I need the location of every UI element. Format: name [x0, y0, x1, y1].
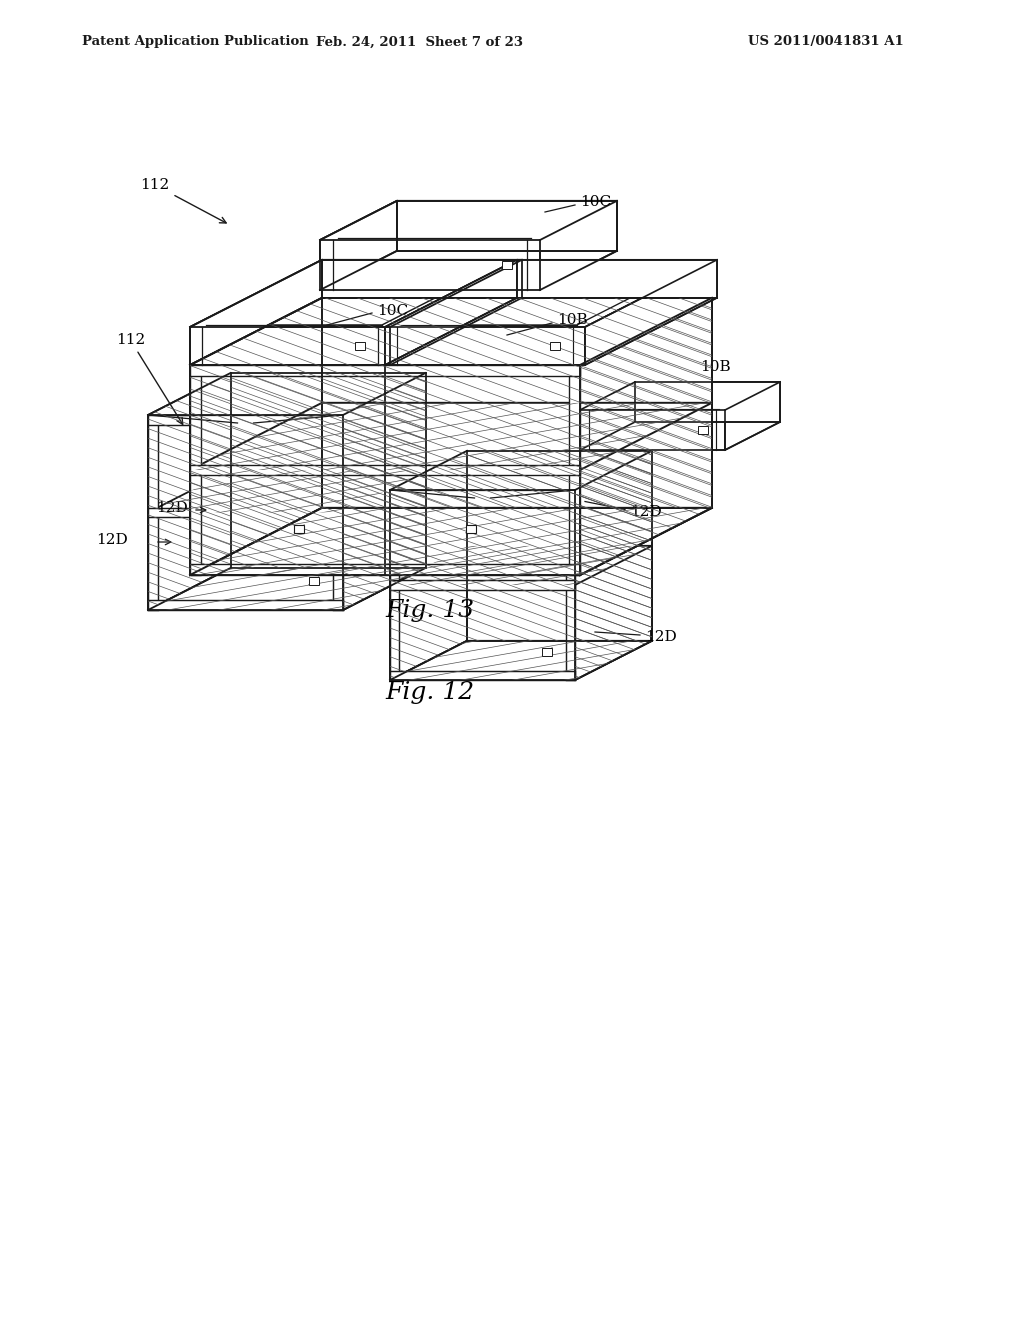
- Bar: [355, 342, 365, 350]
- Bar: [502, 261, 512, 269]
- Bar: [294, 525, 304, 533]
- Polygon shape: [580, 381, 635, 450]
- Text: Feb. 24, 2011  Sheet 7 of 23: Feb. 24, 2011 Sheet 7 of 23: [316, 36, 523, 49]
- Polygon shape: [517, 260, 717, 298]
- Polygon shape: [343, 374, 426, 610]
- Polygon shape: [230, 374, 426, 568]
- Polygon shape: [190, 366, 201, 576]
- Polygon shape: [190, 403, 712, 470]
- Text: 12D: 12D: [630, 504, 662, 519]
- Bar: [466, 525, 476, 533]
- Text: Fig. 13: Fig. 13: [385, 598, 474, 622]
- Polygon shape: [580, 298, 712, 576]
- Polygon shape: [592, 384, 768, 408]
- Polygon shape: [190, 508, 712, 576]
- Polygon shape: [575, 451, 652, 680]
- Polygon shape: [148, 568, 426, 610]
- Polygon shape: [390, 545, 652, 585]
- Polygon shape: [148, 508, 343, 517]
- Polygon shape: [397, 201, 617, 251]
- Text: Fig. 12: Fig. 12: [385, 681, 474, 704]
- Polygon shape: [190, 260, 322, 366]
- Polygon shape: [148, 414, 343, 425]
- Polygon shape: [343, 374, 426, 610]
- Polygon shape: [190, 564, 580, 576]
- Polygon shape: [148, 470, 426, 512]
- Polygon shape: [585, 260, 717, 366]
- Text: 10B: 10B: [557, 313, 588, 327]
- Text: 10C: 10C: [377, 304, 409, 318]
- Text: 10B: 10B: [700, 360, 731, 374]
- Polygon shape: [390, 260, 522, 366]
- Polygon shape: [385, 260, 717, 327]
- Polygon shape: [635, 381, 780, 422]
- Polygon shape: [401, 261, 701, 325]
- Polygon shape: [148, 568, 426, 610]
- Bar: [543, 648, 552, 656]
- Polygon shape: [148, 470, 426, 512]
- Bar: [550, 342, 560, 350]
- Text: 112: 112: [116, 333, 182, 424]
- Polygon shape: [322, 298, 712, 508]
- Text: 12D: 12D: [645, 630, 677, 644]
- Polygon shape: [190, 508, 712, 576]
- Polygon shape: [390, 451, 467, 680]
- Text: 10C: 10C: [580, 195, 611, 209]
- Polygon shape: [190, 465, 580, 475]
- Polygon shape: [338, 203, 599, 238]
- Polygon shape: [390, 490, 575, 499]
- Polygon shape: [148, 414, 158, 610]
- Polygon shape: [319, 240, 540, 290]
- Polygon shape: [230, 374, 426, 568]
- Text: 112: 112: [140, 178, 226, 223]
- Text: 12D: 12D: [157, 502, 188, 515]
- Polygon shape: [319, 201, 397, 290]
- Text: 12D: 12D: [96, 533, 128, 546]
- Bar: [698, 426, 709, 434]
- Polygon shape: [190, 260, 522, 327]
- Polygon shape: [322, 298, 712, 508]
- Polygon shape: [725, 381, 780, 450]
- Polygon shape: [390, 490, 399, 680]
- Polygon shape: [390, 640, 652, 680]
- Polygon shape: [580, 411, 725, 450]
- Text: US 2011/0041831 A1: US 2011/0041831 A1: [748, 36, 904, 49]
- Polygon shape: [580, 298, 712, 576]
- Polygon shape: [206, 261, 506, 325]
- Polygon shape: [390, 581, 575, 590]
- Polygon shape: [319, 201, 617, 240]
- Polygon shape: [148, 601, 343, 610]
- Polygon shape: [385, 260, 517, 366]
- Polygon shape: [580, 381, 780, 411]
- Polygon shape: [540, 201, 617, 290]
- Polygon shape: [148, 374, 230, 610]
- Polygon shape: [467, 451, 652, 640]
- Polygon shape: [467, 451, 652, 640]
- Polygon shape: [333, 414, 343, 610]
- Text: Patent Application Publication: Patent Application Publication: [82, 36, 309, 49]
- Polygon shape: [565, 490, 575, 680]
- Bar: [309, 577, 318, 585]
- Polygon shape: [322, 260, 522, 298]
- Polygon shape: [190, 298, 322, 576]
- Polygon shape: [190, 403, 712, 470]
- Polygon shape: [385, 327, 585, 366]
- Polygon shape: [390, 545, 652, 585]
- Polygon shape: [390, 640, 652, 680]
- Polygon shape: [390, 671, 575, 680]
- Polygon shape: [575, 451, 652, 680]
- Polygon shape: [190, 366, 580, 376]
- Polygon shape: [190, 298, 322, 576]
- Polygon shape: [148, 374, 230, 610]
- Polygon shape: [390, 451, 467, 680]
- Polygon shape: [569, 366, 580, 576]
- Polygon shape: [190, 327, 390, 366]
